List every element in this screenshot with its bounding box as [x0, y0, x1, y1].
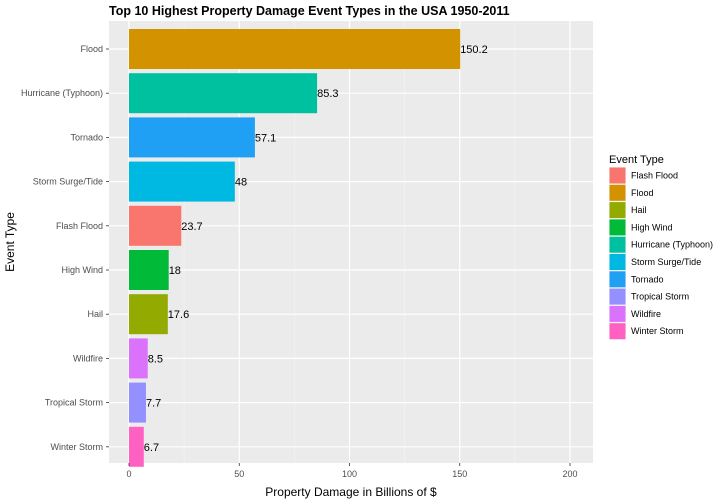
x-axis-ticks: 0 50 100 150 200 [126, 463, 578, 479]
legend-label: Tropical Storm [631, 292, 689, 302]
legend-swatch [609, 288, 626, 305]
data-label: 85.3 [317, 88, 338, 100]
legend-swatch [609, 202, 626, 219]
x-tick-label: 0 [126, 469, 131, 479]
bar [129, 117, 255, 158]
legend-label: Hurricane (Typhoon) [631, 240, 713, 250]
x-tick-label: 200 [562, 469, 577, 479]
legend-swatch [609, 271, 626, 288]
y-tick-label: High Wind [61, 265, 103, 275]
legend-label: Storm Surge/Tide [631, 257, 701, 267]
y-tick-label: Winter Storm [50, 442, 103, 452]
x-tick-label: 150 [452, 469, 467, 479]
legend-label: Hail [631, 205, 647, 215]
y-tick-label: Wildfire [73, 353, 103, 363]
y-tick-label: Hail [87, 309, 103, 319]
bar [129, 426, 144, 467]
y-tick-label: Flash Flood [56, 221, 103, 231]
legend-title: Event Type [609, 154, 664, 166]
bar [129, 382, 146, 423]
bar [129, 161, 235, 202]
data-label: 7.7 [146, 398, 161, 410]
x-axis-title: Property Damage in Billions of $ [265, 485, 437, 499]
data-label: 48 [235, 177, 247, 189]
legend-swatch [609, 305, 626, 322]
data-label: 8.5 [148, 353, 163, 365]
y-tick-label: Tornado [70, 132, 103, 142]
data-label: 57.1 [255, 132, 276, 144]
legend-label: Tornado [631, 274, 664, 284]
y-axis-ticks: Flood Hurricane (Typhoon) Tornado Storm Sur… [21, 44, 109, 452]
x-tick-label: 100 [342, 469, 357, 479]
data-label: 23.7 [181, 221, 202, 233]
x-tick-label: 50 [234, 469, 244, 479]
legend-swatch [609, 254, 626, 270]
data-label: 150.2 [460, 44, 488, 56]
data-label: 6.7 [144, 442, 159, 454]
legend-label: Flood [631, 188, 654, 198]
legend-swatch [609, 219, 626, 236]
data-label: 17.6 [168, 309, 189, 321]
data-labels: 150.2 85.3 57.1 48 23.7 18 17.6 8.5 7.7 6.7 [144, 44, 488, 454]
bar [129, 294, 168, 335]
bar [129, 250, 169, 290]
y-tick-label: Tropical Storm [45, 398, 103, 408]
bar [129, 205, 182, 246]
y-axis-title: Event Type [3, 212, 17, 272]
legend: Event Type Flash Flood Flood Hail High Wind… [609, 154, 713, 340]
bar [129, 29, 461, 69]
data-label: 18 [169, 265, 181, 277]
legend-label: High Wind [631, 222, 673, 232]
y-tick-label: Storm Surge/Tide [33, 177, 103, 187]
legend-label: Wildfire [631, 309, 661, 319]
bars [129, 29, 461, 467]
legend-swatch [609, 167, 626, 184]
legend-swatch [609, 184, 626, 201]
y-tick-label: Hurricane (Typhoon) [21, 88, 103, 98]
chart-title: Top 10 Highest Property Damage Event Typ… [109, 4, 510, 18]
legend-label: Flash Flood [631, 171, 678, 181]
bar [129, 338, 148, 379]
y-tick-label: Flood [80, 44, 103, 54]
legend-label: Winter Storm [631, 326, 684, 336]
legend-swatch [609, 323, 626, 340]
bar [129, 73, 318, 114]
legend-swatch [609, 236, 626, 253]
